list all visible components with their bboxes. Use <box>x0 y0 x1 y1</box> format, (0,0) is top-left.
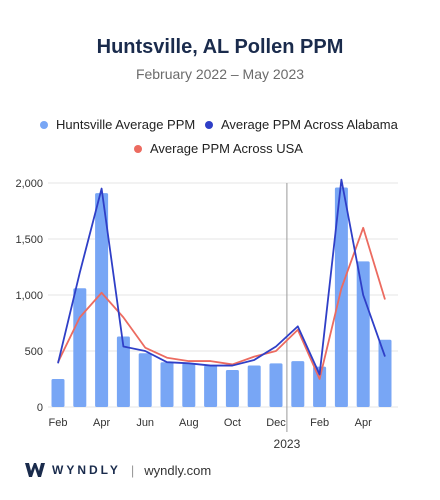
bar <box>313 366 327 407</box>
legend-dot-usa <box>134 144 142 153</box>
legend-label-alabama: Average PPM Across Alabama <box>221 117 398 132</box>
x-tick-label: Jun <box>136 417 154 429</box>
y-tick-label: 1,000 <box>15 290 43 302</box>
bar <box>51 379 65 407</box>
bar <box>247 365 261 407</box>
bar <box>334 187 348 407</box>
x-tick-label: Apr <box>93 417 110 429</box>
legend-dot-huntsville <box>40 120 48 129</box>
footer-separator: | <box>130 462 135 478</box>
legend-label-usa: Average PPM Across USA <box>150 141 303 156</box>
x-tick-label: Feb <box>310 417 329 429</box>
chart-subtitle: February 2022 – May 2023 <box>135 66 305 82</box>
bar <box>138 353 152 407</box>
bar <box>204 365 218 407</box>
legend-item-usa: Average PPM Across USA <box>134 141 303 156</box>
x-tick-label: Dec <box>266 417 286 429</box>
series-line-alabama <box>57 178 386 376</box>
bar <box>182 363 196 407</box>
legend-dot-alabama <box>205 120 213 129</box>
bar <box>116 336 130 407</box>
bar <box>160 362 174 407</box>
x-tick-label: Aug <box>179 417 199 429</box>
x-tick-label: Oct <box>224 417 241 429</box>
bar <box>95 193 109 407</box>
y-tick-label: 500 <box>25 346 43 358</box>
bar <box>269 363 283 407</box>
bar <box>225 370 239 407</box>
series-line-usa <box>57 226 386 380</box>
y-tick-label: 2,000 <box>15 178 43 190</box>
legend-item-huntsville: Huntsville Average PPM <box>40 117 195 132</box>
legend-item-alabama: Average PPM Across Alabama <box>205 117 398 132</box>
legend-label-huntsville: Huntsville Average PPM <box>56 117 196 132</box>
year-label: 2023 <box>274 437 301 451</box>
bar <box>291 361 305 407</box>
bar <box>73 288 87 407</box>
wyndly-logo-icon <box>25 463 45 477</box>
footer: WYNDLY | wyndly.com <box>24 462 211 478</box>
footer-site-link[interactable]: wyndly.com <box>144 462 212 478</box>
chart-area: 0 500 1,000 1,500 2,000 2023 Feb Apr Jun Aug Oct De… <box>15 178 398 451</box>
footer-brand: WYNDLY <box>52 463 121 477</box>
bar <box>378 339 392 407</box>
y-tick-label: 1,500 <box>15 234 43 246</box>
x-tick-label: Feb <box>49 417 68 429</box>
x-tick-label: Apr <box>355 417 372 429</box>
chart-title: Huntsville, AL Pollen PPM <box>96 36 344 58</box>
bar <box>356 261 370 407</box>
y-tick-label: 0 <box>37 402 43 414</box>
